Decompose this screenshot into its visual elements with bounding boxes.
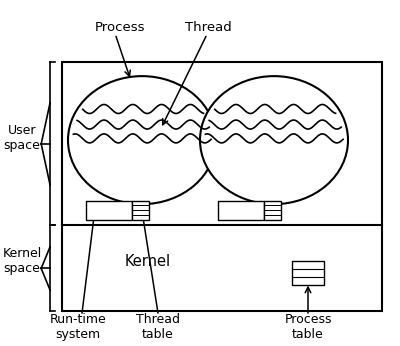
Bar: [62, 62, 382, 311]
Bar: [86, 201, 132, 220]
Text: Thread
table: Thread table: [136, 313, 180, 341]
Circle shape: [68, 76, 216, 204]
Text: User
space: User space: [4, 125, 40, 152]
Text: Process: Process: [95, 21, 145, 34]
Text: Run-time
system: Run-time system: [50, 313, 106, 341]
Text: Process
table: Process table: [284, 313, 332, 341]
Bar: [292, 261, 324, 285]
Text: Thread: Thread: [185, 21, 231, 34]
Text: Kernel
space: Kernel space: [2, 247, 42, 275]
Text: Kernel: Kernel: [125, 254, 171, 269]
Bar: [132, 201, 149, 220]
Circle shape: [200, 76, 348, 204]
Bar: [264, 201, 281, 220]
Bar: [218, 201, 264, 220]
